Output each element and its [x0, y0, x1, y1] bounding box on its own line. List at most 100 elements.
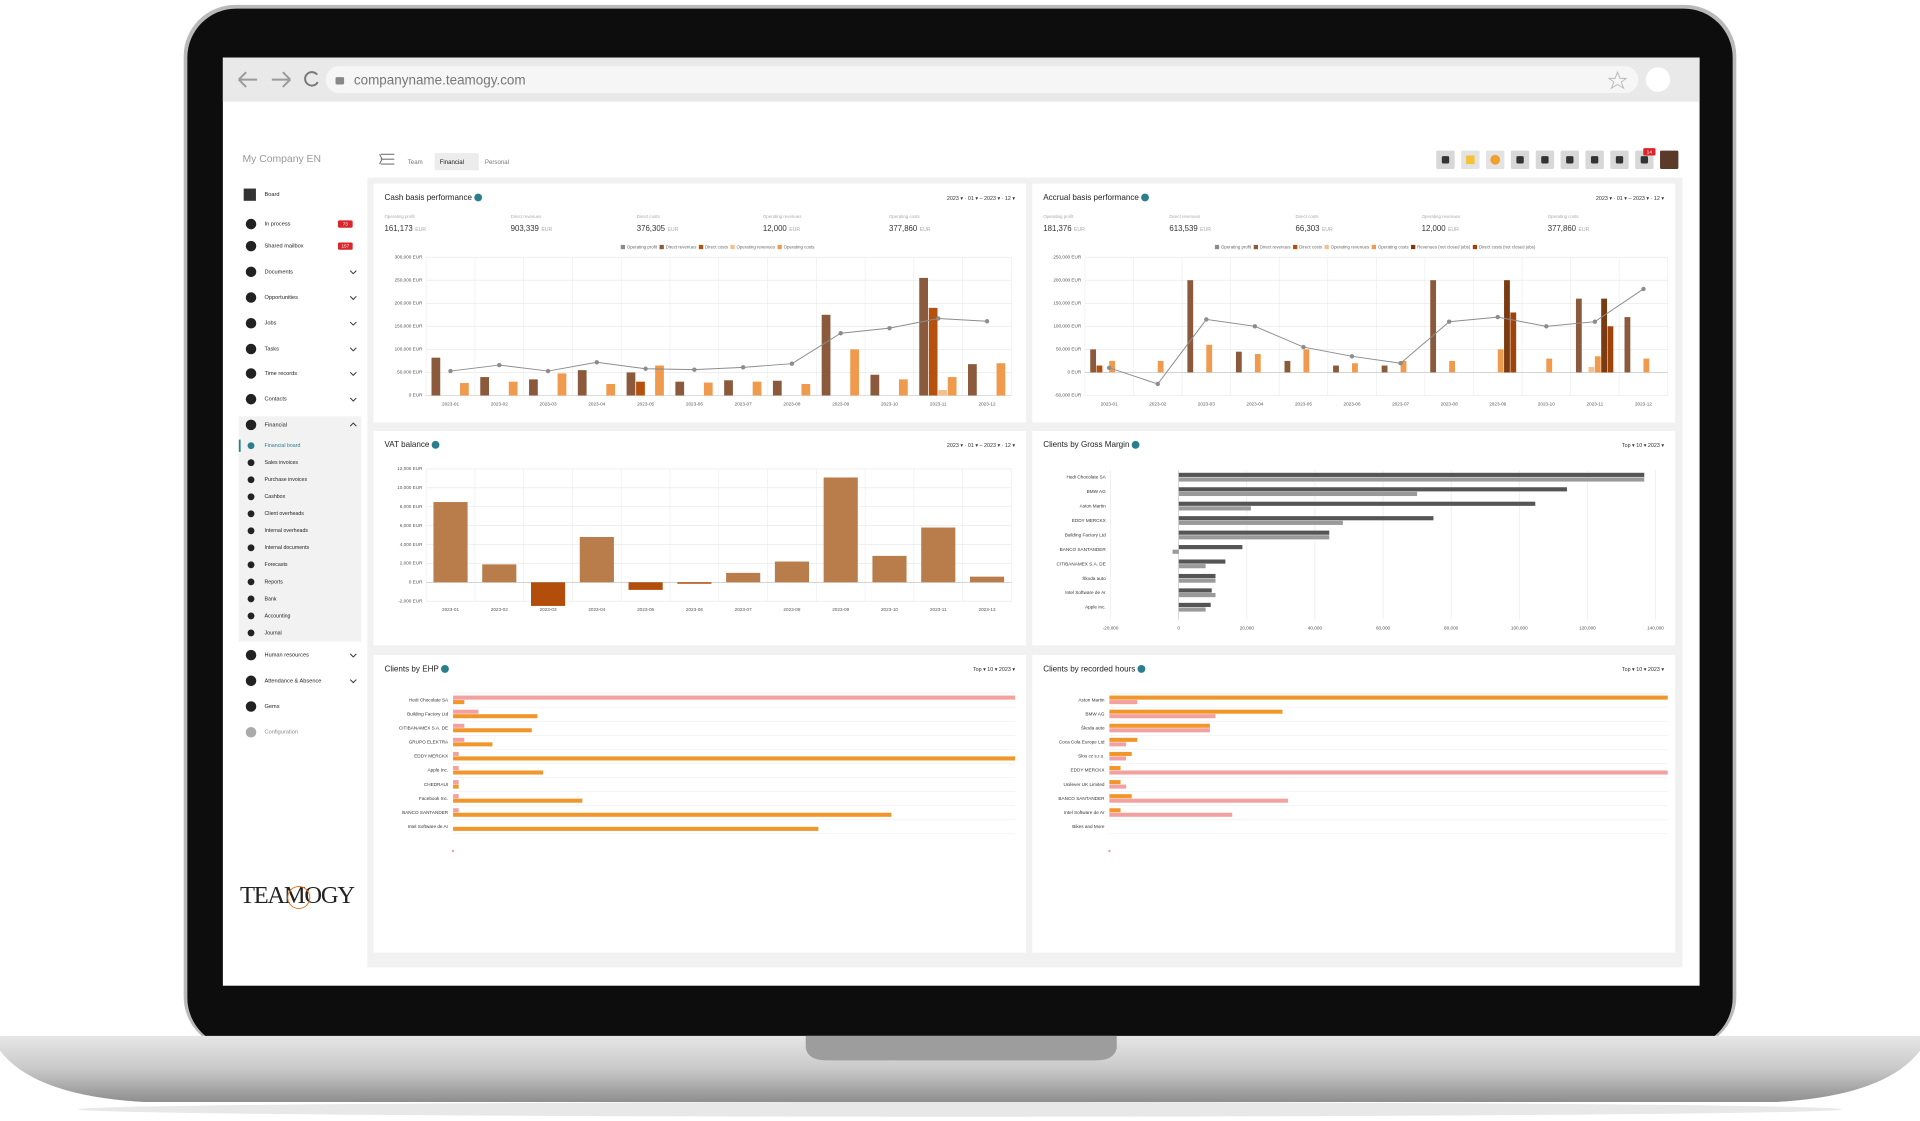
collapse-menu[interactable] — [379, 153, 395, 165]
bar — [821, 314, 831, 396]
bar — [453, 780, 459, 785]
submenu-item[interactable]: Forecasts — [265, 562, 288, 568]
forward-button[interactable] — [271, 71, 291, 88]
y-tick-label: 200,000 EUR — [1053, 277, 1082, 282]
category-label: Building Factory Ltd — [407, 711, 448, 716]
info-icon[interactable] — [1141, 193, 1149, 202]
info-icon[interactable] — [441, 665, 449, 673]
bookmark-star[interactable] — [1607, 70, 1628, 90]
line-point — [1349, 354, 1355, 359]
back-button[interactable] — [238, 71, 258, 88]
submenu-icon — [247, 493, 255, 501]
bar — [1504, 280, 1510, 373]
period-selector[interactable]: 2023 ▾ · 01 ▾ – 2023 ▾ · 12 ▾ — [947, 443, 1015, 449]
info-icon[interactable] — [474, 193, 483, 202]
menu-icon — [245, 292, 257, 303]
dropdown-arrow[interactable] — [349, 397, 357, 402]
bar — [938, 389, 948, 396]
dropdown-arrow[interactable] — [349, 422, 357, 427]
period-selector[interactable]: Top ▾ 10 ▾ 2023 ▾ — [973, 667, 1015, 673]
category-label: Hedi Chocolate SA — [1066, 475, 1106, 480]
line-point — [838, 331, 843, 336]
bar — [677, 582, 712, 584]
lock-icon — [335, 77, 345, 85]
dropdown-arrow[interactable] — [349, 321, 357, 326]
menu-item[interactable]: Time records — [265, 371, 298, 377]
badge-count: 157 — [341, 244, 349, 249]
panel-title: Accrual basis performance — [1043, 193, 1139, 202]
menu-icon — [245, 393, 257, 405]
menu-item[interactable]: Jobs — [265, 321, 277, 327]
submenu-item[interactable]: Client overheads — [265, 511, 305, 517]
submenu-item[interactable]: Internal documents — [265, 545, 310, 551]
address-bar[interactable] — [325, 66, 1639, 94]
info-icon[interactable] — [1137, 665, 1146, 673]
submenu-item[interactable]: Journal — [265, 630, 282, 636]
bar — [1178, 472, 1645, 477]
bar — [752, 381, 762, 396]
bar — [1303, 349, 1310, 373]
submenu-item[interactable]: Bank — [265, 596, 277, 602]
menu-item[interactable]: Financial — [265, 422, 288, 428]
period-selector[interactable]: 2023 ▾ · 01 ▾ – 2023 ▾ · 12 ▾ — [947, 196, 1015, 202]
x-tick-label: 2023-11 — [930, 401, 947, 406]
dropdown-arrow[interactable] — [349, 653, 357, 658]
x-tick-label: 2023-08 — [1441, 401, 1458, 406]
menu-icon — [245, 368, 257, 379]
category-label: Building Factory Ltd — [1065, 532, 1106, 537]
legend-label: Direct costs (not closed jobs) — [1479, 244, 1536, 249]
submenu-item[interactable]: Accounting — [265, 613, 291, 619]
bar — [1178, 516, 1434, 521]
submenu-item[interactable]: Internal overheads — [265, 528, 309, 534]
menu-item[interactable]: Documents — [265, 269, 294, 275]
dropdown-arrow[interactable] — [349, 270, 357, 275]
menu-item[interactable]: Opportunities — [265, 295, 299, 301]
bar — [1601, 298, 1608, 373]
period-selector[interactable]: Top ▾ 10 ▾ 2023 ▾ — [1622, 443, 1664, 449]
menu-item[interactable]: Human resources — [265, 653, 310, 659]
x-tick-label: 2023-10 — [881, 607, 898, 612]
menu-item[interactable]: Shared mailbox — [265, 244, 304, 250]
period-selector[interactable]: 2023 ▾ · 01 ▾ – 2023 ▾ · 12 ▾ — [1596, 196, 1664, 202]
submenu-item[interactable]: Financial board — [265, 443, 301, 449]
reload-button[interactable] — [304, 71, 319, 87]
tab[interactable]: Financial — [440, 159, 464, 166]
menu-item[interactable]: Gems — [265, 704, 280, 710]
bar — [1643, 358, 1650, 373]
info-icon[interactable] — [431, 440, 440, 449]
y-tick-label: 12,000 EUR — [397, 466, 423, 471]
dropdown-arrow[interactable] — [349, 371, 357, 376]
line-point — [1204, 317, 1209, 322]
x-tick-label: 2023-06 — [1344, 401, 1361, 406]
submenu-item[interactable]: Reports — [265, 579, 284, 585]
x-tick-label: 2023-10 — [1538, 401, 1555, 406]
tab[interactable]: Team — [408, 159, 423, 166]
line-point — [1398, 361, 1403, 366]
menu-item[interactable]: Configuration — [265, 730, 298, 736]
bar — [1178, 559, 1226, 564]
bar — [453, 784, 459, 789]
profile-button[interactable] — [1645, 67, 1671, 92]
menu-item[interactable]: Contacts — [265, 397, 287, 403]
bar — [1172, 549, 1179, 554]
submenu-item[interactable]: Purchase invoices — [265, 477, 308, 483]
dropdown-arrow[interactable] — [349, 679, 357, 684]
toolbar-icon — [1640, 156, 1649, 164]
dropdown-arrow[interactable] — [349, 347, 357, 352]
period-selector[interactable]: Top ▾ 10 ▾ 2023 ▾ — [1622, 667, 1664, 673]
bar — [823, 477, 858, 583]
tab[interactable]: Personal — [485, 159, 509, 166]
panel-title: Clients by EHP — [385, 664, 439, 673]
notification-badge — [1643, 148, 1656, 156]
toolbar-button[interactable] — [1660, 150, 1679, 169]
submenu-item[interactable]: Sales invoices — [265, 460, 299, 466]
menu-item[interactable]: In process — [265, 222, 291, 228]
bar — [453, 723, 465, 728]
bar — [801, 383, 811, 396]
menu-item[interactable]: Board — [265, 192, 280, 198]
menu-item[interactable]: Attendance & Absence — [265, 678, 322, 684]
submenu-item[interactable]: Cashbox — [265, 494, 286, 500]
menu-item[interactable]: Tasks — [265, 346, 280, 352]
info-icon[interactable] — [1131, 440, 1140, 449]
dropdown-arrow[interactable] — [349, 295, 357, 301]
